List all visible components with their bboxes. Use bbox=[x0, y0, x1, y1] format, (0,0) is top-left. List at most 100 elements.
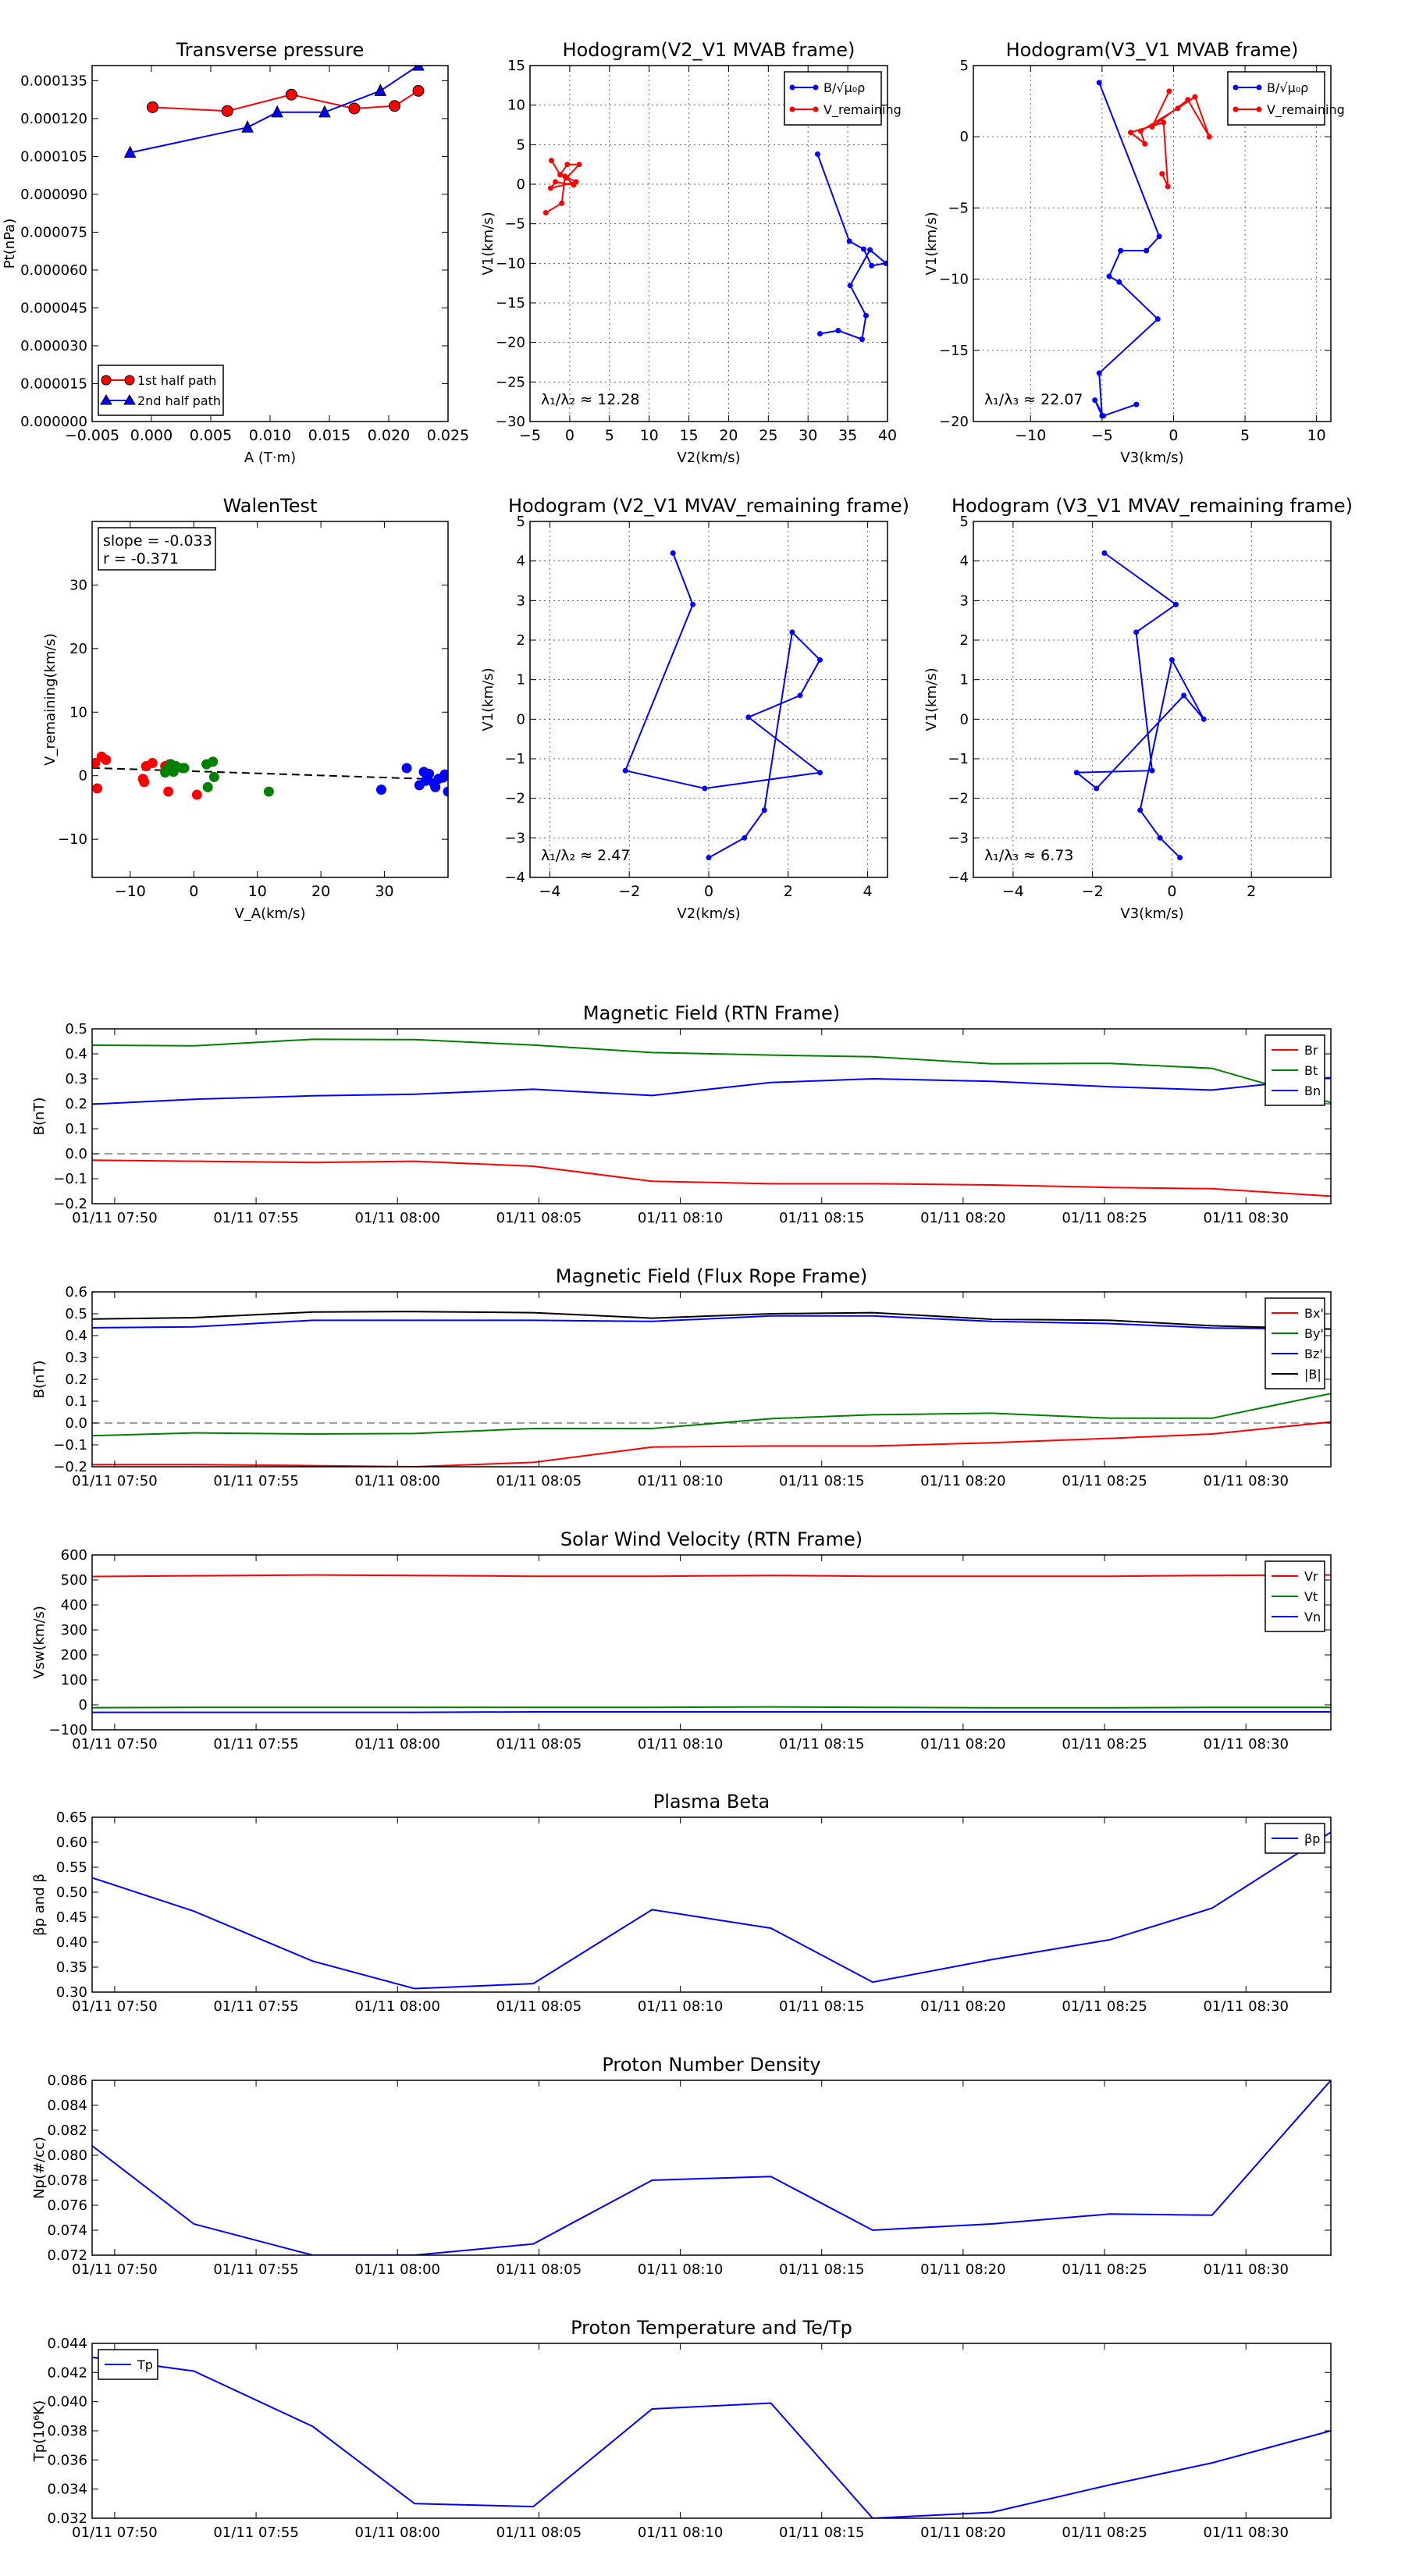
data-point bbox=[564, 162, 571, 168]
y-axis-label: V1(km/s) bbox=[923, 667, 940, 731]
y-tick-label: −4 bbox=[504, 870, 525, 886]
data-layer bbox=[92, 1038, 1331, 1197]
data-point bbox=[816, 331, 823, 337]
ratio-annotation: λ₁/λ₃ ≈ 22.07 bbox=[984, 391, 1083, 408]
series-line-0 bbox=[624, 553, 822, 859]
data-point bbox=[414, 780, 425, 791]
series-line-2nd half path bbox=[130, 66, 419, 154]
chart-magfr: 01/11 07:50 01/11 07:55 01/11 08:00 01/11 0… bbox=[31, 1265, 1332, 1489]
y-tick-label: 0.080 bbox=[47, 2147, 87, 2164]
x-tick-label: 01/11 08:00 bbox=[355, 2524, 440, 2541]
y-tick-label: −25 bbox=[496, 374, 525, 390]
y-axis-label: B(nT) bbox=[31, 1098, 48, 1136]
data-point bbox=[163, 786, 174, 797]
x-tick-label: 01/11 08:05 bbox=[496, 1473, 582, 1489]
chart-title: Plasma Beta bbox=[653, 1791, 770, 1813]
y-tick-label: −0.2 bbox=[53, 1459, 87, 1475]
data-point bbox=[859, 336, 865, 343]
data-point bbox=[573, 179, 579, 185]
y-tick-label: 600 bbox=[61, 1547, 87, 1564]
x-tick-label: 10 bbox=[1307, 427, 1326, 444]
y-tick-label: 0.3 bbox=[65, 1071, 87, 1087]
data-point bbox=[1094, 785, 1100, 792]
plot-area bbox=[92, 1029, 1331, 1204]
y-axis-label: Tp(10⁶K) bbox=[31, 2400, 48, 2462]
chart-title: Transverse pressure bbox=[176, 39, 365, 61]
x-tick-label: 01/11 07:50 bbox=[72, 1998, 157, 2015]
data-point bbox=[412, 66, 425, 71]
x-tick-label: 01/11 07:50 bbox=[72, 1210, 157, 1226]
legend-box bbox=[98, 365, 224, 416]
series-line-|B| bbox=[92, 1311, 1331, 1330]
data-point bbox=[374, 84, 387, 96]
y-tick-label: 300 bbox=[61, 1622, 87, 1638]
x-tick-label: 5 bbox=[605, 427, 614, 444]
data-point bbox=[1149, 123, 1155, 130]
y-tick-label: 2 bbox=[960, 632, 969, 649]
x-tick-label: 01/11 08:30 bbox=[1203, 2261, 1288, 2278]
data-point bbox=[1157, 834, 1163, 841]
y-tick-label: 10 bbox=[69, 704, 87, 720]
plot-area bbox=[92, 66, 448, 422]
x-tick-label: 01/11 08:15 bbox=[779, 1998, 864, 2015]
y-tick-label: 0.40 bbox=[56, 1934, 87, 1951]
x-tick-label: 01/11 08:25 bbox=[1062, 1473, 1147, 1489]
data-point bbox=[869, 262, 875, 269]
x-tick-label: 01/11 08:15 bbox=[779, 2524, 864, 2541]
legend-label: 2nd half path bbox=[137, 393, 221, 408]
data-point bbox=[202, 781, 213, 792]
fit-line bbox=[92, 767, 448, 781]
y-tick-label: 0.084 bbox=[47, 2097, 87, 2114]
legend-label: V_remaining bbox=[1267, 102, 1345, 118]
x-tick-label: 01/11 07:50 bbox=[72, 1736, 157, 1752]
chart-title: Hodogram (V2_V1 MVAV_remaining frame) bbox=[508, 495, 909, 517]
x-tick-label: −10 bbox=[115, 883, 146, 900]
data-point bbox=[1177, 855, 1183, 861]
y-tick-label: 0.032 bbox=[47, 2510, 87, 2527]
x-tick-label: 0 bbox=[1168, 427, 1178, 444]
data-layer bbox=[123, 66, 425, 158]
y-tick-label: −1 bbox=[504, 751, 525, 767]
x-tick-label: 0 bbox=[704, 883, 713, 900]
series-line-Vt bbox=[92, 1706, 1331, 1709]
y-tick-label: 2 bbox=[517, 632, 525, 649]
chart-np: 01/11 07:50 01/11 07:55 01/11 08:00 01/11 0… bbox=[31, 2054, 1332, 2278]
series-line-βp bbox=[92, 1831, 1331, 1990]
series-line-B/√μ₀ρ bbox=[1094, 82, 1161, 417]
chart-title: Hodogram(V2_V1 MVAB frame) bbox=[563, 39, 855, 61]
x-tick-label: 01/11 08:25 bbox=[1062, 2524, 1147, 2541]
y-tick-label: 0.000045 bbox=[20, 300, 87, 316]
legend-marker bbox=[813, 84, 819, 91]
y-tick-label: 0 bbox=[517, 711, 525, 728]
legend-label: Vt bbox=[1304, 1589, 1318, 1604]
y-tick-label: 5 bbox=[960, 58, 969, 74]
legend: Bx' By' Bz' |B| bbox=[1264, 1297, 1325, 1389]
y-tick-label: 0.072 bbox=[47, 2247, 87, 2264]
x-tick-label: 01/11 08:20 bbox=[920, 2261, 1005, 2278]
legend-label: Bt bbox=[1304, 1063, 1318, 1078]
x-tick-label: 2 bbox=[784, 883, 793, 900]
data-point bbox=[1165, 183, 1171, 190]
x-tick-label: 20 bbox=[311, 883, 330, 900]
data-point bbox=[702, 785, 708, 792]
legend: βp bbox=[1264, 1823, 1325, 1854]
x-axis-label: V2(km/s) bbox=[677, 450, 740, 466]
x-tick-label: −4 bbox=[1002, 883, 1024, 900]
x-tick-label: 01/11 08:10 bbox=[638, 2261, 723, 2278]
legend-label: Br bbox=[1304, 1043, 1318, 1058]
y-tick-label: 4 bbox=[960, 553, 969, 570]
x-tick-label: 0.020 bbox=[368, 427, 410, 444]
x-tick-label: −2 bbox=[618, 883, 640, 900]
y-tick-label: −0.2 bbox=[53, 1196, 87, 1212]
series-line-By' bbox=[92, 1393, 1331, 1437]
x-tick-label: 01/11 08:25 bbox=[1062, 1998, 1147, 2015]
data-point bbox=[1200, 716, 1207, 722]
chart-h1: −5 0 5 10 15 20 25 30 35 40 −30 −25 −20 −15 −10 −5 0 5 10 1… bbox=[480, 39, 902, 466]
x-axis-label: V3(km/s) bbox=[1120, 906, 1183, 922]
data-point bbox=[1154, 316, 1161, 322]
x-tick-label: 01/11 08:00 bbox=[355, 1998, 440, 2015]
y-tick-label: −10 bbox=[58, 831, 87, 848]
legend-marker bbox=[1232, 84, 1239, 91]
y-tick-label: 0.076 bbox=[47, 2197, 87, 2214]
x-tick-label: 01/11 08:05 bbox=[496, 1998, 582, 2015]
